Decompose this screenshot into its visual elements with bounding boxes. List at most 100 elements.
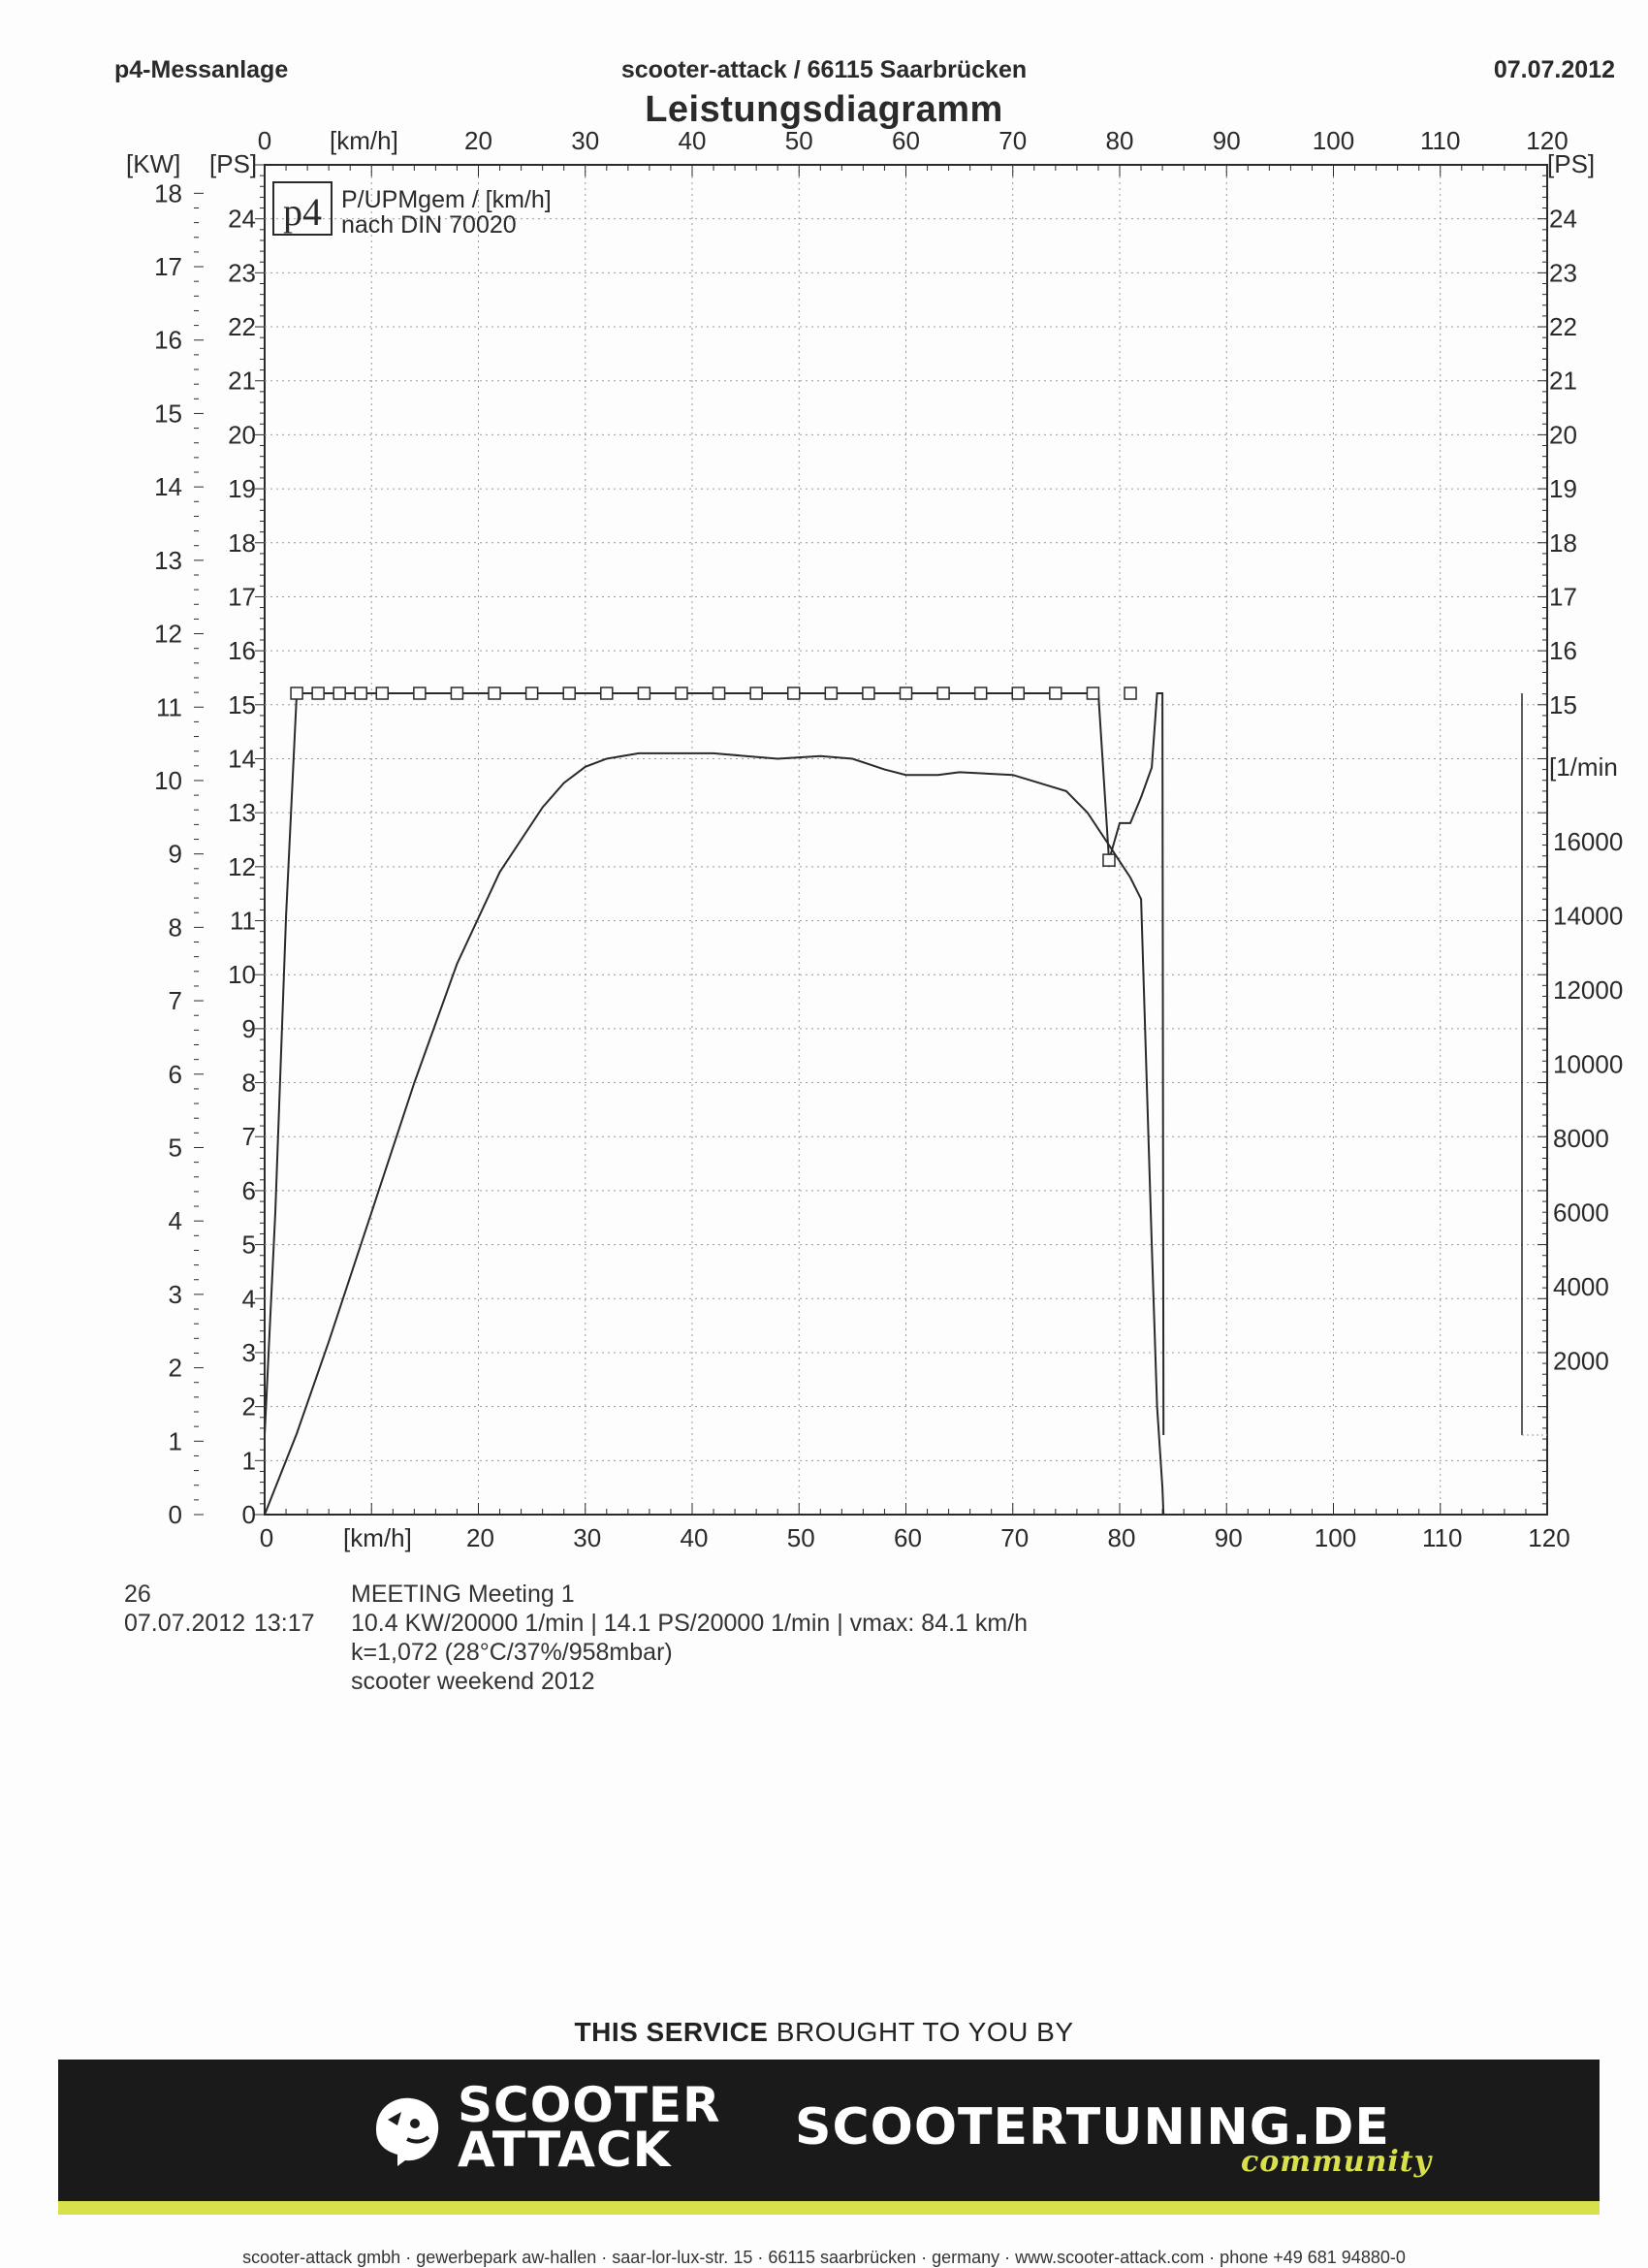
x-tick-label-bottom: 60 (894, 1523, 922, 1552)
x-tick-label-top: 60 (892, 126, 920, 155)
run-number: 26 (124, 1581, 151, 1608)
kw-tick-label: 13 (154, 546, 182, 575)
rpm-tick-label: 8000 (1553, 1124, 1609, 1153)
x-tick-label-bottom: 110 (1422, 1523, 1462, 1552)
ps-tick-label: 1 (242, 1446, 256, 1475)
ps-tick-label: 20 (228, 420, 256, 449)
scootertuning-wordmark: SCOOTERTUNING.DE (795, 2098, 1390, 2156)
ps-axis-unit-right: [PS] (1547, 149, 1595, 178)
kw-tick-label: 15 (154, 399, 182, 428)
rpm-curve (264, 692, 1165, 1436)
x-tick-label-top: 90 (1213, 126, 1241, 155)
ps-tick-label-right: 16 (1549, 636, 1577, 665)
sponsor-bold: THIS SERVICE (574, 2017, 769, 2047)
correction-factor: k=1,072 (28°C/37%/958mbar) (351, 1639, 673, 1666)
x-tick-label-bottom: 50 (787, 1523, 815, 1552)
ps-tick-label: 19 (228, 474, 256, 503)
ps-tick-label: 10 (228, 960, 256, 989)
kw-tick-label: 1 (169, 1426, 182, 1455)
x-tick-label-bottom: 40 (681, 1523, 709, 1552)
ps-tick-label: 14 (228, 744, 256, 773)
rpm-marker (333, 687, 346, 700)
kw-tick-label: 11 (156, 692, 182, 721)
kw-tick-label: 9 (169, 840, 182, 869)
rpm-marker (1086, 687, 1100, 700)
ps-tick-label-right: 21 (1549, 367, 1577, 396)
kmh-unit-bottom: [km/h] (343, 1523, 412, 1552)
kw-tick-label: 7 (169, 986, 182, 1015)
run-result: 10.4 KW/20000 1/min | 14.1 PS/20000 1/mi… (351, 1610, 1029, 1637)
rpm-tick-label: 2000 (1553, 1347, 1609, 1376)
ps-tick-label: 22 (228, 312, 256, 341)
ps-tick-label: 13 (228, 798, 256, 827)
ps-tick-label: 0 (242, 1500, 256, 1529)
legend-line-1: P/UPMgem / [km/h] (341, 186, 552, 213)
ps-tick-label: 12 (228, 852, 256, 881)
rpm-marker (824, 687, 839, 700)
chart-series (264, 687, 1165, 1516)
rpm-marker (936, 687, 950, 700)
rpm-marker (450, 687, 464, 700)
ps-tick-label-right: 19 (1549, 474, 1577, 503)
rpm-marker (600, 687, 614, 700)
ps-tick-label-right: 18 (1549, 528, 1577, 558)
lion-head-icon (376, 2097, 439, 2166)
rpm-marker (311, 687, 325, 700)
rpm-marker (786, 687, 801, 700)
ps-tick-label-right: 20 (1549, 420, 1577, 449)
ps-tick-label: 21 (228, 367, 256, 396)
sponsor-rest: BROUGHT TO YOU BY (768, 2017, 1074, 2047)
rpm-marker (899, 687, 913, 700)
rpm-tick-label: 10000 (1553, 1050, 1623, 1079)
chart-grid (264, 164, 1548, 1516)
rpm-marker (290, 687, 303, 700)
x-tick-label-top: 70 (998, 126, 1027, 155)
ps-tick-label: 3 (242, 1338, 256, 1367)
x-tick-label-top: 80 (1106, 126, 1134, 155)
rpm-tick-label: 16000 (1553, 827, 1623, 856)
community-tag: community (1241, 2145, 1433, 2179)
kmh-unit-top: [km/h] (330, 126, 398, 155)
ps-tick-label: 5 (242, 1230, 256, 1260)
diagram-title: Leistungsdiagramm (645, 89, 1003, 130)
rpm-marker (562, 687, 576, 700)
ps-tick-label: 11 (230, 907, 256, 936)
ps-tick-label: 17 (228, 582, 256, 611)
chart-legend: p4 P/UPMgem / [km/h] nach DIN 70020 (272, 181, 552, 239)
x-tick-label-top: 0 (258, 126, 271, 155)
chart-ticks (194, 164, 1548, 1516)
x-tick-label-top: 40 (679, 126, 707, 155)
logo-left-line2: ATTACK (458, 2122, 672, 2178)
x-tick-label-bottom: 80 (1108, 1523, 1136, 1552)
scootertuning-logo: SCOOTERTUNING.DE community (795, 2098, 1431, 2179)
kw-tick-label: 16 (154, 326, 182, 355)
kw-tick-label: 12 (154, 620, 182, 649)
kw-tick-label: 4 (169, 1206, 182, 1235)
ps-tick-label-right: 15 (1549, 690, 1577, 719)
x-tick-label-bottom: 0 (260, 1523, 273, 1552)
kw-tick-label: 6 (169, 1060, 182, 1089)
ps-tick-label-right: 24 (1549, 205, 1577, 234)
x-tick-label-top: 30 (571, 126, 599, 155)
p4-badge-frame (272, 181, 333, 236)
x-tick-label-bottom: 20 (466, 1523, 494, 1552)
ps-tick-label: 4 (242, 1284, 256, 1313)
rpm-marker (712, 687, 726, 700)
p4-badge: p4 (283, 190, 322, 234)
x-tick-label-top: 120 (1526, 126, 1568, 155)
rpm-marker (973, 687, 988, 700)
rpm-marker (1049, 687, 1062, 700)
header-left: p4-Messanlage (114, 56, 289, 83)
rpm-marker (354, 687, 367, 700)
scooter-attack-wordmark: SCOOTER ATTACK (458, 2081, 720, 2174)
kw-tick-label: 0 (169, 1500, 182, 1529)
meeting-name: MEETING Meeting 1 (351, 1581, 575, 1608)
kw-tick-label: 17 (154, 252, 182, 281)
kw-tick-label: 5 (169, 1133, 182, 1162)
ps-tick-label: 16 (228, 636, 256, 665)
ps-tick-label-right: 17 (1549, 582, 1577, 611)
rpm-marker (1011, 687, 1026, 700)
ps-tick-label: 24 (228, 205, 256, 234)
rpm-marker (1102, 853, 1116, 867)
x-tick-label-top: 20 (464, 126, 492, 155)
